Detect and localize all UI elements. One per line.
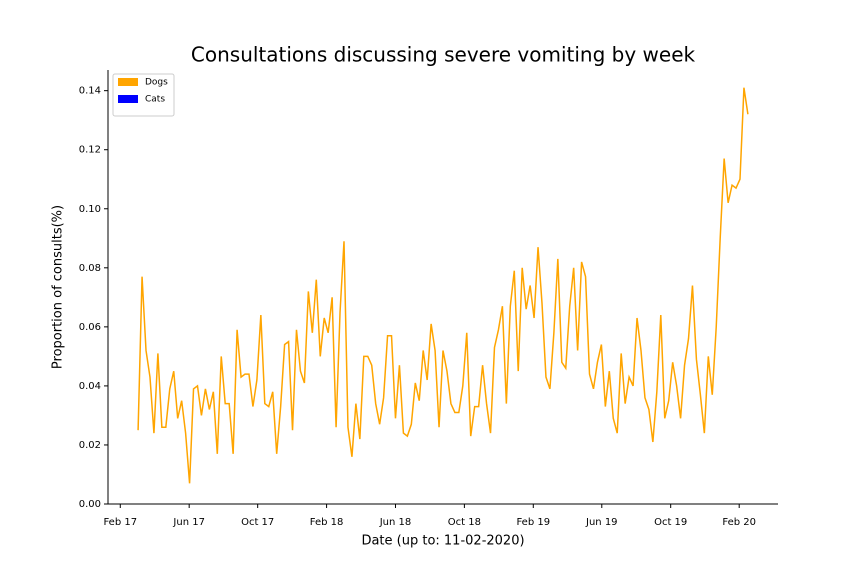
y-tick-label: 0.10 [79, 204, 101, 215]
x-tick-label: Feb 18 [310, 517, 344, 528]
y-tick-label: 0.08 [79, 263, 101, 274]
legend-label: Dogs [145, 78, 168, 88]
legend-label: Cats [145, 95, 165, 105]
y-axis-label: Proportion of consults(%) [51, 205, 66, 369]
y-tick-label: 0.04 [79, 381, 101, 392]
legend-swatch [118, 78, 138, 86]
line-series [137, 87, 749, 484]
x-tick-label: Feb 19 [516, 517, 550, 528]
x-tick-label: Jun 19 [585, 517, 618, 528]
x-tick-label: Feb 20 [722, 517, 756, 528]
y-tick-label: 0.14 [79, 86, 101, 97]
x-axis-label: Date (up to: 11-02-2020) [361, 534, 524, 549]
y-tick-label: 0.12 [79, 145, 101, 156]
y-tick-label: 0.00 [79, 499, 101, 510]
x-tick-label: Oct 19 [654, 517, 687, 528]
chart-title: Consultations discussing severe vomiting… [191, 43, 696, 67]
y-tick-label: 0.06 [79, 322, 101, 333]
x-tick-label: Feb 17 [103, 517, 137, 528]
y-tick-label: 0.02 [79, 440, 101, 451]
x-tick-label: Jun 18 [379, 517, 412, 528]
x-tick-label: Oct 18 [448, 517, 481, 528]
x-tick-label: Jun 17 [172, 517, 205, 528]
x-tick-label: Oct 17 [241, 517, 274, 528]
legend-swatch [118, 95, 138, 103]
